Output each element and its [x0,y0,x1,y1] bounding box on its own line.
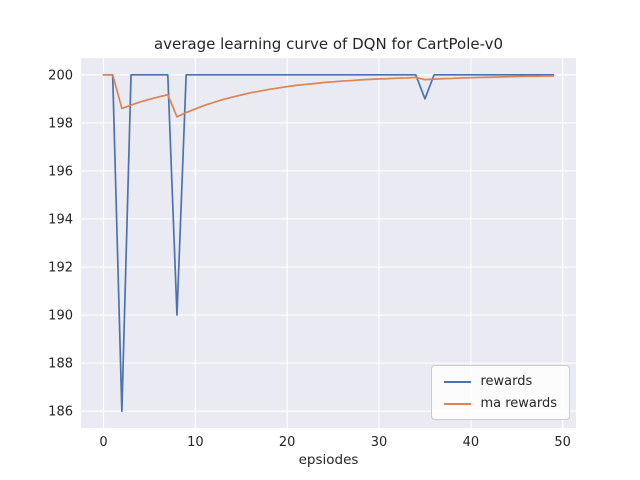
x-tick-label: 10 [187,435,204,450]
legend-line-swatch-ma-rewards [444,402,472,405]
x-axis-label: epsiodes [298,452,359,468]
y-tick-label: 190 [48,309,73,324]
series-line-rewards [102,73,555,413]
y-tick-label: 196 [48,164,73,179]
x-tick-label: 30 [371,435,388,450]
legend-label-rewards: rewards [480,374,533,389]
legend-line-swatch-rewards [444,380,472,383]
legend-label-ma-rewards: ma rewards [480,396,557,411]
x-tick-label: 40 [463,435,480,450]
legend: rewards ma rewards [431,365,570,420]
y-tick-label: 194 [48,212,73,227]
x-tick-label: 50 [554,435,571,450]
legend-item-ma-rewards: ma rewards [444,397,557,410]
y-tick-label: 192 [48,261,73,276]
y-tick-label: 186 [48,405,73,420]
x-tick-label: 0 [99,435,107,450]
legend-item-rewards: rewards [444,375,557,388]
y-tick-label: 188 [48,357,73,372]
series-line-ma-rewards [102,73,555,118]
y-tick-label: 200 [48,68,73,83]
y-tick-label: 198 [48,116,73,131]
chart-title: average learning curve of DQN for CartPo… [153,35,504,53]
x-tick-label: 20 [279,435,296,450]
